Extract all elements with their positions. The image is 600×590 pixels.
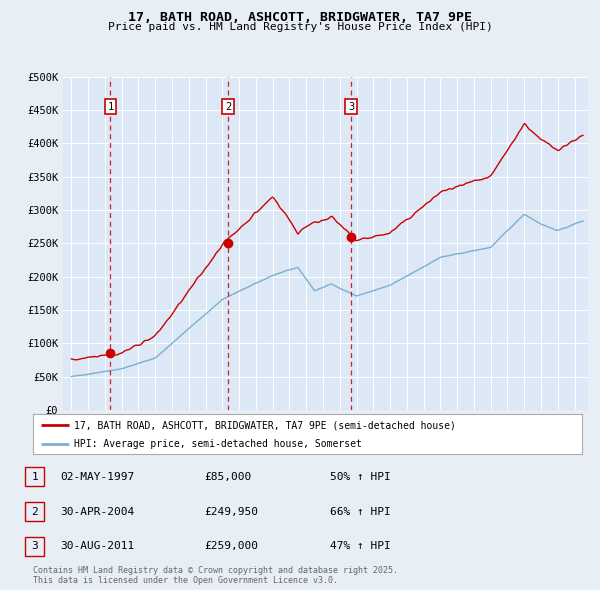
Text: 47% ↑ HPI: 47% ↑ HPI (330, 542, 391, 551)
Text: 3: 3 (31, 542, 38, 551)
Text: 3: 3 (348, 101, 354, 112)
Text: Price paid vs. HM Land Registry's House Price Index (HPI): Price paid vs. HM Land Registry's House … (107, 22, 493, 32)
Text: 1: 1 (31, 472, 38, 481)
Text: 2: 2 (31, 507, 38, 516)
Text: 30-AUG-2011: 30-AUG-2011 (60, 542, 134, 551)
Text: 1: 1 (107, 101, 113, 112)
Text: HPI: Average price, semi-detached house, Somerset: HPI: Average price, semi-detached house,… (74, 440, 362, 449)
Text: 50% ↑ HPI: 50% ↑ HPI (330, 472, 391, 481)
Text: £85,000: £85,000 (204, 472, 251, 481)
Text: 17, BATH ROAD, ASHCOTT, BRIDGWATER, TA7 9PE (semi-detached house): 17, BATH ROAD, ASHCOTT, BRIDGWATER, TA7 … (74, 421, 456, 431)
Text: £259,000: £259,000 (204, 542, 258, 551)
Text: Contains HM Land Registry data © Crown copyright and database right 2025.
This d: Contains HM Land Registry data © Crown c… (33, 566, 398, 585)
Text: 02-MAY-1997: 02-MAY-1997 (60, 472, 134, 481)
Text: 2: 2 (225, 101, 231, 112)
Text: 17, BATH ROAD, ASHCOTT, BRIDGWATER, TA7 9PE: 17, BATH ROAD, ASHCOTT, BRIDGWATER, TA7 … (128, 11, 472, 24)
Text: £249,950: £249,950 (204, 507, 258, 516)
Text: 66% ↑ HPI: 66% ↑ HPI (330, 507, 391, 516)
Text: 30-APR-2004: 30-APR-2004 (60, 507, 134, 516)
